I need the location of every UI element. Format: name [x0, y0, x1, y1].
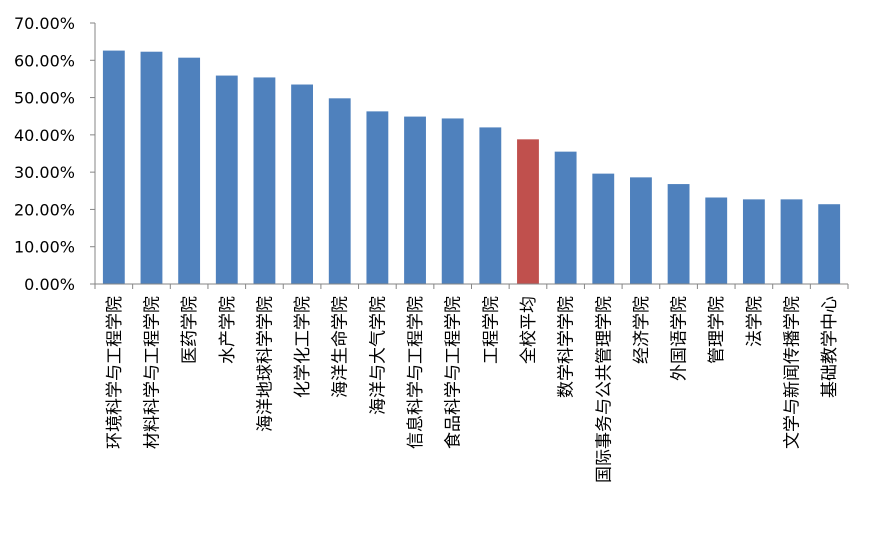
y-tick-label: 0.00%: [24, 275, 75, 294]
x-tick-label: 化学化工学院: [293, 296, 313, 398]
x-tick-label: 国际事务与公共管理学院: [594, 296, 614, 483]
bar: [554, 151, 577, 284]
bar: [667, 184, 690, 284]
x-tick-label: 管理学院: [707, 296, 727, 364]
x-tick-label: 数学科学学院: [557, 296, 577, 398]
x-tick-label: 医药学院: [180, 296, 200, 364]
bar: [404, 116, 426, 284]
axes-group: [90, 22, 849, 289]
x-tick-label: 经济学院: [632, 296, 652, 364]
x-tick-label: 海洋生命学院: [331, 296, 351, 398]
x-tick-label: 海洋地球科学学院: [255, 296, 275, 432]
bar: [742, 199, 765, 284]
bar: [291, 84, 313, 285]
bar: [178, 57, 201, 285]
y-tick-label: 10.00%: [14, 238, 75, 257]
bar: [328, 98, 351, 284]
y-tick-labels: 0.00% 10.00% 20.00% 30.00% 40.00% 50.00% 60.00…: [14, 14, 75, 294]
bar: [818, 204, 841, 284]
x-tick-label: 工程学院: [481, 296, 501, 364]
x-tick-label: 海洋与大气学院: [368, 296, 388, 415]
x-tick-label: 文学与新闻传播学院: [783, 296, 803, 449]
x-tick-label: 食品科学与工程学院: [444, 296, 464, 449]
y-tick-label: 70.00%: [14, 14, 75, 33]
bars-group: [102, 50, 841, 285]
y-tick-label: 30.00%: [14, 163, 75, 182]
y-tick-label: 60.00%: [14, 51, 75, 70]
bar: [253, 77, 276, 284]
x-tick-label: 全校平均: [519, 296, 539, 364]
bar: [592, 173, 615, 284]
y-tick-label: 40.00%: [14, 126, 75, 145]
bar: [630, 177, 652, 284]
x-tick-label: 环境科学与工程学院: [105, 296, 125, 449]
bar: [102, 50, 125, 285]
x-tick-label: 外国语学院: [670, 296, 690, 381]
x-tick-labels: 环境科学与工程学院 材料科学与工程学院 医药学院 水产学院 海洋地球科学学院 化学化工学院…: [105, 296, 840, 483]
y-tick-label: 50.00%: [14, 89, 75, 108]
bar-average: [517, 139, 539, 284]
bar: [705, 197, 728, 284]
bar: [215, 75, 238, 284]
bar: [140, 51, 163, 285]
x-tick-label: 法学院: [745, 296, 765, 347]
x-tick-label: 基础教学中心: [820, 296, 840, 398]
bar: [441, 118, 464, 284]
y-tick-label: 20.00%: [14, 200, 75, 219]
bar: [479, 127, 502, 285]
x-tick-label: 材料科学与工程学院: [142, 296, 162, 449]
bar: [366, 111, 389, 285]
x-tick-label: 水产学院: [218, 296, 238, 364]
bar: [780, 199, 803, 284]
x-tick-label: 信息科学与工程学院: [406, 296, 426, 449]
